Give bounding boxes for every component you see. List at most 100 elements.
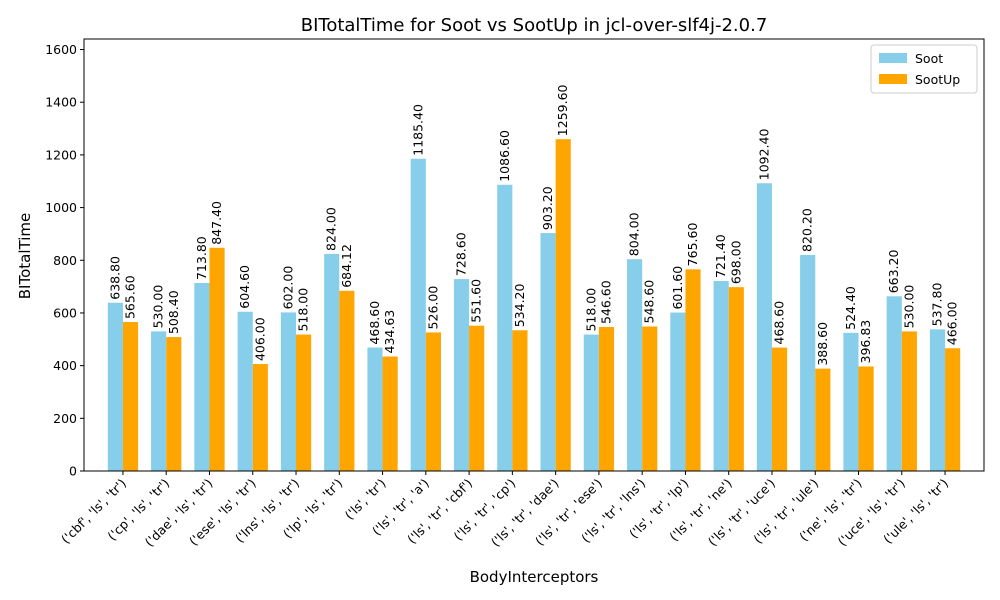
bar-soot xyxy=(324,253,340,471)
bar-soot xyxy=(107,302,123,471)
data-label: 534.20 xyxy=(512,283,527,327)
data-label: 663.20 xyxy=(886,250,901,294)
data-label: 824.00 xyxy=(324,207,339,251)
data-label: 508.40 xyxy=(166,290,181,334)
data-label: 565.60 xyxy=(123,275,138,319)
x-axis-title: BodyInterceptors xyxy=(470,568,599,586)
data-label: 434.63 xyxy=(382,310,397,354)
bar-soot xyxy=(367,347,383,471)
bar-sootup xyxy=(512,330,528,471)
data-label: 518.00 xyxy=(296,288,311,332)
data-label: 551.60 xyxy=(469,279,484,323)
data-label: 1092.40 xyxy=(756,129,771,181)
data-label: 537.80 xyxy=(929,283,944,327)
data-label: 698.00 xyxy=(728,240,743,284)
bar-sootup xyxy=(425,332,441,471)
y-axis-title: BITotalTime xyxy=(16,213,34,299)
bar-sootup xyxy=(166,337,182,471)
data-label: 1259.60 xyxy=(555,84,570,136)
data-label: 524.40 xyxy=(843,286,858,330)
y-tick-label: 1200 xyxy=(45,147,77,162)
bar-sootup xyxy=(209,247,225,471)
legend-label-soot: Soot xyxy=(915,51,943,66)
data-label: 765.60 xyxy=(685,223,700,267)
legend-label-sootup: SootUp xyxy=(915,72,960,87)
data-label: 546.60 xyxy=(598,280,613,324)
plot-area: 638.80 530.00 713.80 604.60 602.00 824.00 468.… xyxy=(45,38,985,549)
data-label: 530.00 xyxy=(151,285,166,329)
data-label: 468.60 xyxy=(772,301,787,345)
data-label: 548.60 xyxy=(642,280,657,324)
data-label: 847.40 xyxy=(209,201,224,245)
y-tick-label: 1400 xyxy=(45,95,77,110)
bar-soot xyxy=(843,332,859,471)
bar-soot xyxy=(410,158,426,471)
data-label: 604.60 xyxy=(237,265,252,309)
chart-title: BITotalTime for Soot vs SootUp in jcl-ov… xyxy=(301,15,768,36)
bar-sootup xyxy=(901,331,917,471)
y-tick-label: 400 xyxy=(53,358,77,373)
data-label: 713.80 xyxy=(194,236,209,280)
data-label: 1086.60 xyxy=(497,130,512,182)
bar-soot xyxy=(540,233,556,471)
bar-sootup xyxy=(469,325,485,471)
bar-soot xyxy=(237,311,253,471)
bar-soot xyxy=(280,312,297,471)
bar-soot xyxy=(453,279,470,471)
y-tick-label: 200 xyxy=(53,411,77,426)
data-label: 468.60 xyxy=(367,301,382,345)
bar-sootup xyxy=(339,290,355,471)
bar-soot xyxy=(583,334,599,471)
bar-sootup xyxy=(642,326,658,471)
bar-soot xyxy=(670,312,686,471)
bar-sootup xyxy=(771,347,788,471)
data-label: 903.20 xyxy=(540,186,555,230)
data-label: 388.60 xyxy=(815,322,830,366)
bar-sootup xyxy=(382,356,398,471)
bar-sootup xyxy=(858,366,874,471)
y-tick-label: 600 xyxy=(53,305,77,320)
bar-soot xyxy=(800,254,816,471)
bar-sootup xyxy=(728,287,744,471)
legend: Soot SootUp xyxy=(870,44,978,94)
data-label: 396.83 xyxy=(858,320,873,364)
data-label: 638.80 xyxy=(107,256,122,300)
bar-sootup xyxy=(555,139,571,471)
data-label: 820.20 xyxy=(800,208,815,252)
bar-soot xyxy=(886,296,902,471)
y-tick-label: 1000 xyxy=(45,200,77,215)
data-label: 684.12 xyxy=(339,244,354,288)
data-label: 518.00 xyxy=(583,288,598,332)
bar-soot xyxy=(151,331,167,471)
y-tick-label: 800 xyxy=(53,253,77,268)
data-label: 406.00 xyxy=(252,317,267,361)
legend-swatch-sootup xyxy=(879,74,907,84)
bar-sootup xyxy=(815,368,831,471)
data-label: 1185.40 xyxy=(410,104,425,156)
y-tick-label: 1600 xyxy=(45,42,77,57)
bar-sootup xyxy=(122,322,139,471)
bar-sootup xyxy=(685,269,701,471)
bar-soot xyxy=(497,184,513,471)
bar-soot xyxy=(194,282,210,471)
bar-soot xyxy=(627,259,643,471)
data-label: 602.00 xyxy=(280,266,295,310)
bar-sootup xyxy=(598,327,615,471)
data-label: 728.60 xyxy=(454,232,469,276)
bar-soot xyxy=(929,329,946,471)
bar-soot xyxy=(756,183,772,471)
data-label: 601.60 xyxy=(670,266,685,310)
bar-sootup xyxy=(945,348,961,471)
data-label: 526.00 xyxy=(425,286,440,330)
y-tick-label: 0 xyxy=(69,464,77,479)
bar-soot xyxy=(713,280,729,471)
bar-sootup xyxy=(296,334,312,471)
legend-swatch-soot xyxy=(879,53,907,63)
bar-sootup xyxy=(252,364,268,471)
data-label: 466.00 xyxy=(945,301,960,345)
axes-frame xyxy=(83,38,985,472)
data-label: 804.00 xyxy=(627,212,642,256)
data-label: 721.40 xyxy=(713,234,728,278)
data-label: 530.00 xyxy=(901,285,916,329)
